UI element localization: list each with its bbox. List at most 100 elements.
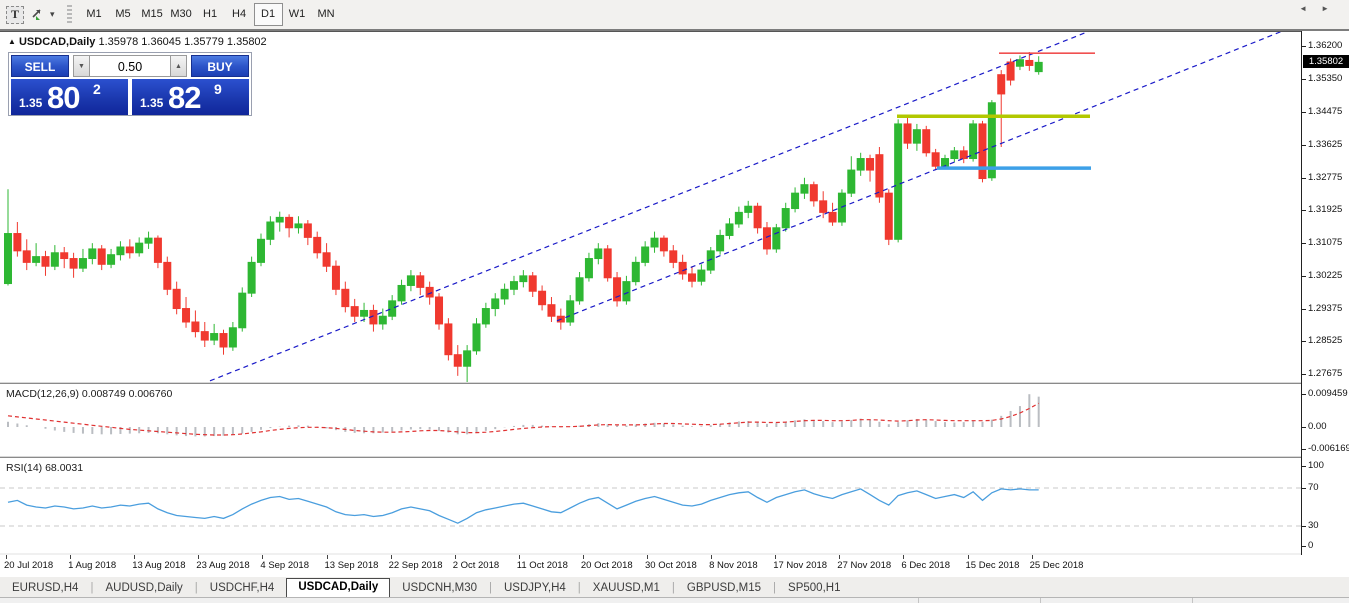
buy-button[interactable]: BUY xyxy=(191,55,249,77)
panel-separator[interactable] xyxy=(0,382,1349,385)
toolbar-dropdown-caret-icon[interactable]: ▾ xyxy=(50,9,55,19)
timeframe-button-w1[interactable]: W1 xyxy=(288,8,306,20)
rsi-axis-label-tick xyxy=(1302,526,1306,527)
tab-separator: | xyxy=(489,582,492,594)
timeframe-button-m5[interactable]: M5 xyxy=(115,8,131,20)
panel-collapse-icon[interactable]: ▲ xyxy=(8,37,16,46)
text-label-tool-icon[interactable]: T xyxy=(6,5,24,24)
current-price-tag: 1.35802 xyxy=(1303,54,1349,68)
tab-usdcad-daily[interactable]: USDCAD,Daily xyxy=(286,578,391,597)
tab-xauusd-m1[interactable]: XAUUSD,M1 xyxy=(592,582,660,594)
date-axis-label: 4 Sep 2018 xyxy=(260,560,309,571)
main-chart-panel[interactable] xyxy=(0,30,1301,384)
rsi-chart xyxy=(0,487,1301,527)
date-axis-label: 27 Nov 2018 xyxy=(837,560,892,571)
macd-panel[interactable] xyxy=(0,384,1301,456)
tab-usdchf-h4[interactable]: USDCHF,H4 xyxy=(209,582,275,594)
price-axis-label-tick xyxy=(1302,78,1306,80)
date-axis-label: 11 Oct 2018 xyxy=(516,560,568,571)
date-axis-label: 1 Aug 2018 xyxy=(68,560,117,571)
macd-axis-label: 0.009459 xyxy=(1308,388,1348,399)
price-axis-label-tick xyxy=(1302,210,1306,212)
arrange-windows-icon[interactable] xyxy=(28,5,48,25)
price-axis-label-tick xyxy=(1302,275,1306,277)
date-axis-label: 22 Sep 2018 xyxy=(388,560,443,571)
date-axis-label: 13 Sep 2018 xyxy=(324,560,379,571)
macd-axis-label-tick xyxy=(1302,427,1306,428)
date-axis-tick xyxy=(903,555,905,559)
date-axis[interactable]: 20 Jul 2018 1 Aug 2018 13 Aug 2018 23 Aug 2… xyxy=(0,555,1349,578)
date-axis-tick xyxy=(70,555,72,559)
date-axis-tick xyxy=(6,555,7,559)
tab-usdjpy-h4[interactable]: USDJPY,H4 xyxy=(504,582,566,594)
status-strip xyxy=(0,598,1349,603)
date-axis-tick xyxy=(711,555,713,559)
price-axis[interactable]: 1.36200 1.35350 1.34475 1.33625 1.32775 1.319… xyxy=(1301,31,1349,577)
date-axis-tick xyxy=(262,555,264,559)
price-axis-label: 1.36200 xyxy=(1308,40,1343,51)
date-axis-tick xyxy=(454,555,456,559)
tab-scroll-left-icon[interactable]: ◄ xyxy=(1299,4,1322,13)
price-axis-label-tick xyxy=(1302,177,1306,179)
tab-separator: | xyxy=(577,582,581,594)
buy-price-pip-digit: 9 xyxy=(214,81,222,97)
chart-title: ▲ USDCAD,Daily 1.35978 1.36045 1.35779 1… xyxy=(8,36,267,48)
panel-separator[interactable] xyxy=(0,456,1349,459)
price-axis-label-tick xyxy=(1302,112,1306,114)
tab-sp500-h1[interactable]: SP500,H1 xyxy=(788,582,841,594)
tab-audusd-daily[interactable]: AUDUSD,Daily xyxy=(105,582,183,594)
date-axis-label: 2 Oct 2018 xyxy=(452,560,500,571)
price-axis-label-tick xyxy=(1302,341,1306,343)
timeframe-button-m30[interactable]: M30 xyxy=(170,8,192,20)
timeframe-button-h4[interactable]: H4 xyxy=(232,8,247,20)
tab-scroll-arrows[interactable]: ◄► xyxy=(1299,4,1343,13)
timeframe-button-h1[interactable]: H1 xyxy=(203,8,218,20)
volume-up-icon[interactable]: ▲ xyxy=(170,55,187,77)
date-axis-label: 8 Nov 2018 xyxy=(709,560,758,571)
tab-gbpusd-m15[interactable]: GBPUSD,M15 xyxy=(686,582,762,594)
rsi-axis-label: 100 xyxy=(1308,460,1324,471)
sell-price-big-digits: 80 xyxy=(47,80,80,115)
rsi-axis-label-tick xyxy=(1302,488,1306,489)
timeframe-button-m1[interactable]: M1 xyxy=(86,8,102,20)
price-axis-label: 1.27675 xyxy=(1308,367,1343,379)
rsi-axis-label-tick xyxy=(1302,546,1306,547)
sell-price-tile[interactable]: 1.35 80 2 xyxy=(11,79,128,115)
date-axis-tick xyxy=(967,555,969,559)
chart-ohlc-values: 1.35978 1.36045 1.35779 1.35802 xyxy=(98,36,267,48)
price-axis-label: 1.31075 xyxy=(1308,237,1343,249)
date-axis-label: 17 Nov 2018 xyxy=(773,560,828,571)
toolbar-grip-handle[interactable] xyxy=(66,4,72,25)
timeframe-button-mn[interactable]: MN xyxy=(317,8,335,20)
date-axis-label: 30 Oct 2018 xyxy=(645,560,697,571)
one-click-trading-panel: SELL ▼ 0.50 ▲ BUY 1.35 80 2 1.35 82 9 xyxy=(8,52,252,116)
price-axis-label: 1.31925 xyxy=(1308,204,1343,216)
timeframe-button-d1[interactable]: D1 xyxy=(253,3,283,26)
rsi-axis-label-tick xyxy=(1302,466,1306,467)
date-axis-label: 6 Dec 2018 xyxy=(901,560,950,571)
candlestick-chart[interactable] xyxy=(0,30,1301,384)
price-axis-label: 1.29375 xyxy=(1308,302,1343,314)
macd-axis-label-tick xyxy=(1302,448,1306,450)
volume-input[interactable]: 0.50 xyxy=(90,55,170,77)
date-axis-label: 15 Dec 2018 xyxy=(965,560,1020,571)
sell-button[interactable]: SELL xyxy=(11,55,69,77)
date-axis-label: 13 Aug 2018 xyxy=(132,560,186,571)
tab-usdcnh-m30[interactable]: USDCNH,M30 xyxy=(402,582,477,594)
price-axis-label: 1.30225 xyxy=(1308,269,1343,281)
date-axis-label: 23 Aug 2018 xyxy=(196,560,250,571)
chart-tab-bar: EURUSD,H4 | AUDUSD,Daily | USDCHF,H4 USDCAD,D… xyxy=(0,577,1349,598)
date-axis-tick xyxy=(198,555,200,559)
price-axis-label-tick xyxy=(1302,243,1306,245)
price-axis-label-tick xyxy=(1302,145,1306,147)
tab-eurusd-h4[interactable]: EURUSD,H4 xyxy=(12,582,79,594)
volume-down-icon[interactable]: ▼ xyxy=(73,55,90,77)
rsi-panel[interactable] xyxy=(0,458,1301,553)
timeframe-button-m15[interactable]: M15 xyxy=(141,8,163,20)
price-axis-label-tick xyxy=(1302,373,1306,375)
price-axis-label: 1.33625 xyxy=(1308,139,1343,151)
buy-price-tile[interactable]: 1.35 82 9 xyxy=(132,79,249,115)
macd-axis-label: -0.006169 xyxy=(1308,442,1349,454)
tab-scroll-right-icon[interactable]: ► xyxy=(1321,4,1343,13)
price-axis-label-tick xyxy=(1302,46,1306,47)
